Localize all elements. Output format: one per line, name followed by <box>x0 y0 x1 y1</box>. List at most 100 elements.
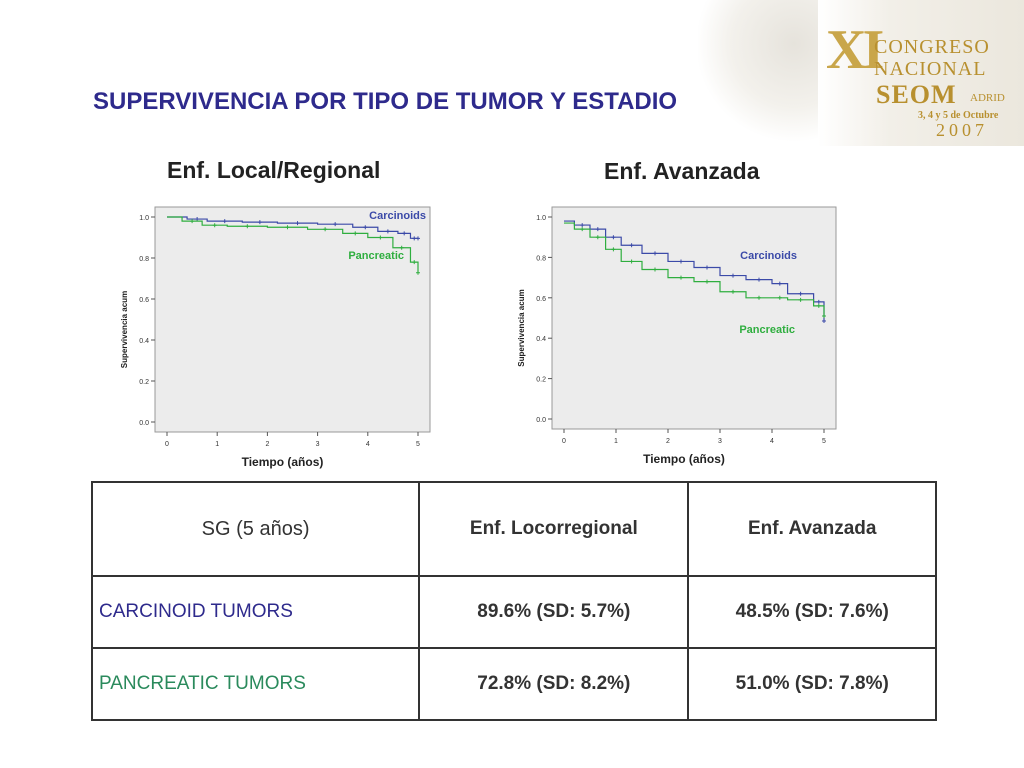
y-tick-label: 1.0 <box>139 215 149 222</box>
censor-mark <box>402 231 407 236</box>
table-cell: 48.5% (SD: 7.6%) <box>687 575 937 649</box>
plot-area <box>154 206 431 433</box>
y-tick-label: 0.2 <box>536 377 546 384</box>
censor-mark <box>363 225 368 230</box>
censor-mark <box>333 222 338 227</box>
censor-mark <box>798 297 803 302</box>
survival-chart-advanced: 0.0 0.2 0.4 0.6 0.8 1.0 0 1 2 3 4 5 Tiempo (años) Sup… <box>517 206 837 466</box>
table-header-cell: SG (5 años) <box>90 481 421 577</box>
censor-mark <box>816 299 821 304</box>
censor-mark <box>757 277 761 282</box>
censor-mark <box>412 236 417 241</box>
logo-watermark <box>698 0 818 146</box>
table-cell: 89.6% (SD: 5.7%) <box>418 575 690 649</box>
y-tick-label: 0.4 <box>139 338 149 345</box>
censor-mark <box>705 279 709 284</box>
logo-city: ADRID <box>970 92 1005 104</box>
y-tick-label: 0.2 <box>139 379 149 386</box>
censor-mark <box>731 273 735 278</box>
censor-mark <box>378 235 383 240</box>
censor-mark <box>190 219 195 224</box>
y-tick-label: 0.0 <box>536 417 546 424</box>
x-tick-label: 4 <box>366 441 370 448</box>
censor-mark <box>629 243 634 248</box>
censor-mark <box>777 281 782 286</box>
congress-logo: XI CONGRESO NACIONAL SEOM ADRID 3, 4 y 5… <box>698 0 1024 146</box>
censor-mark <box>822 313 826 318</box>
table-header-cell: Enf. Avanzada <box>687 481 937 577</box>
y-tick-label: 0.6 <box>139 297 149 304</box>
censor-mark <box>798 291 803 296</box>
censor-mark <box>679 259 683 264</box>
plot-area <box>551 206 837 430</box>
survival-chart-local: 0.0 0.2 0.4 0.6 0.8 1.0 0 1 2 3 4 5 Tiempo (años) Sup… <box>120 206 431 469</box>
logo-dates: 3, 4 y 5 de Octubre <box>918 110 999 121</box>
y-tick-label: 0.0 <box>139 420 149 427</box>
censor-mark <box>653 267 657 272</box>
slide-title: SUPERVIVENCIA POR TIPO DE TUMOR Y ESTADI… <box>93 88 678 115</box>
series-line-carcinoids <box>167 216 418 239</box>
table-row-label: CARCINOID TUMORS <box>90 575 421 649</box>
chart-left-title: Enf. Local/Regional <box>167 157 381 183</box>
x-tick-label: 3 <box>316 441 320 448</box>
series-label-pancreatic: Pancreatic <box>348 250 404 262</box>
censor-mark <box>295 221 300 226</box>
censor-mark <box>611 247 616 252</box>
censor-mark <box>195 217 200 222</box>
x-tick-label: 1 <box>614 438 618 445</box>
table-row: PANCREATIC TUMORS 72.8% (SD: 8.2%) 51.0%… <box>90 647 937 721</box>
censor-mark <box>679 275 683 280</box>
table-row-label: PANCREATIC TUMORS <box>90 647 421 721</box>
table-header-row: SG (5 años) Enf. Locorregional Enf. Avan… <box>90 481 937 577</box>
censor-mark <box>629 259 634 264</box>
series-label-pancreatic: Pancreatic <box>739 324 795 336</box>
censor-mark <box>653 251 657 256</box>
x-tick-label: 5 <box>822 438 826 445</box>
censor-mark <box>731 289 735 294</box>
x-axis-label: Tiempo (años) <box>643 452 725 466</box>
x-tick-label: 5 <box>416 441 420 448</box>
y-tick-label: 0.4 <box>536 336 546 343</box>
logo-roman-numeral: XI <box>826 19 884 81</box>
logo-org: SEOM <box>876 80 957 109</box>
censor-mark <box>416 236 420 241</box>
censor-mark <box>257 220 262 225</box>
censor-mark <box>580 223 585 228</box>
chart-right-title: Enf. Avanzada <box>604 158 760 184</box>
series-label-carcinoids: Carcinoids <box>740 250 797 262</box>
y-tick-label: 0.8 <box>139 256 149 263</box>
censor-mark <box>323 227 328 232</box>
censor-mark <box>399 245 404 250</box>
x-axis-label: Tiempo (años) <box>242 455 324 469</box>
survival-table: SG (5 años) Enf. Locorregional Enf. Avan… <box>90 481 937 721</box>
censor-mark <box>777 295 782 300</box>
censor-mark <box>416 270 420 275</box>
logo-line1: CONGRESO <box>874 36 990 58</box>
censor-mark <box>353 231 358 236</box>
censor-mark <box>212 223 217 228</box>
censor-mark <box>285 225 290 230</box>
y-tick-label: 0.8 <box>536 255 546 262</box>
x-tick-label: 0 <box>562 438 566 445</box>
y-tick-label: 1.0 <box>536 215 546 222</box>
table-row: CARCINOID TUMORS 89.6% (SD: 5.7%) 48.5% … <box>90 575 937 649</box>
y-axis-label: Supervivencia acum <box>120 291 129 368</box>
table-cell: 51.0% (SD: 7.8%) <box>687 647 937 721</box>
series-line-pancreatic <box>167 216 419 273</box>
x-tick-label: 0 <box>165 441 169 448</box>
censor-mark <box>757 295 761 300</box>
censor-mark <box>611 235 616 240</box>
x-tick-label: 2 <box>265 441 269 448</box>
logo-year: 2007 <box>936 120 988 140</box>
censor-mark <box>412 260 417 265</box>
x-tick-label: 4 <box>770 438 774 445</box>
censor-mark <box>385 229 390 234</box>
x-tick-label: 2 <box>666 438 670 445</box>
logo-line2: NACIONAL <box>874 58 987 80</box>
censor-mark <box>816 303 821 308</box>
censor-mark <box>822 319 826 324</box>
y-axis-label: Supervivencia acum <box>517 289 526 366</box>
censor-mark <box>595 235 600 240</box>
censor-mark <box>245 224 250 229</box>
series-line-carcinoids <box>564 220 825 322</box>
